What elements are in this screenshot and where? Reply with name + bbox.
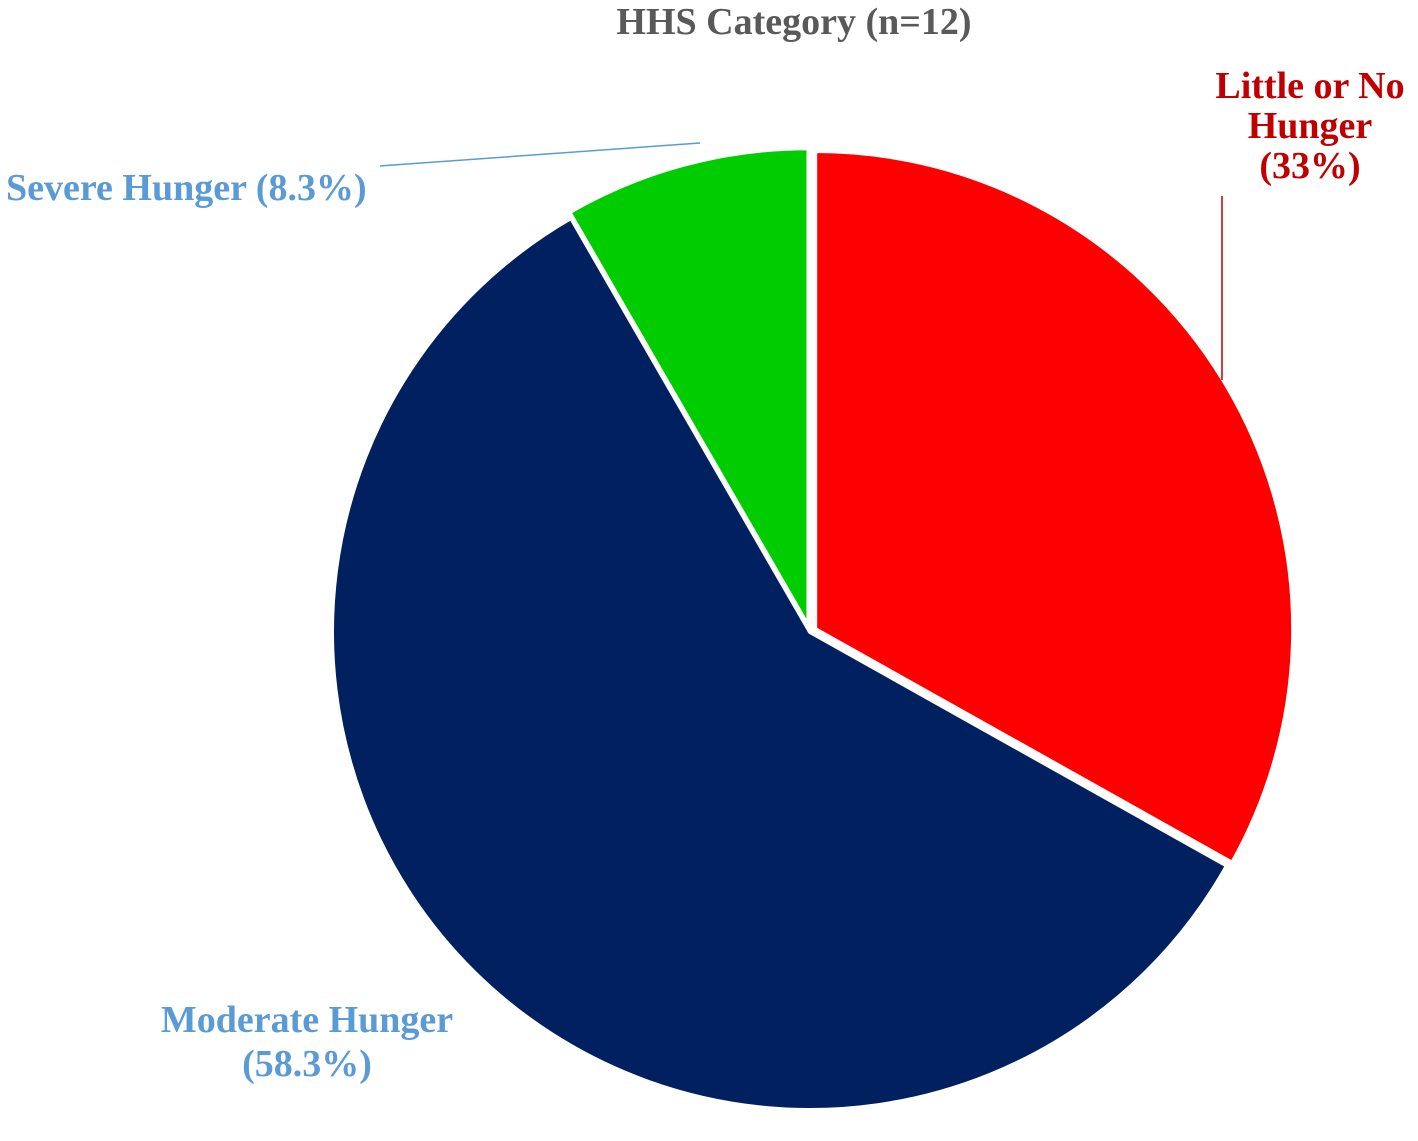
slice-label-0: Little or No Hunger (33%)	[1215, 65, 1404, 187]
slice-label-1-line-1: (58.3%)	[242, 1043, 372, 1085]
pie-slice-1	[330, 216, 1229, 1113]
leader-line-2	[379, 142, 701, 167]
leader-lines	[379, 142, 1223, 380]
slice-label-1: Moderate Hunger (58.3%)	[161, 999, 453, 1085]
slice-labels: Little or No Hunger (33%) Moderate Hunger (5…	[6, 65, 1405, 1085]
pie-slices	[330, 146, 1296, 1113]
pie-slice-2	[567, 146, 811, 629]
pie-slice-0	[813, 148, 1296, 865]
slice-label-0-line-0: Little or No	[1215, 65, 1404, 107]
slice-label-2: Severe Hunger (8.3%)	[6, 167, 367, 209]
chart-title: HHS Category (n=12)	[616, 1, 971, 43]
slice-label-0-line-1: Hunger	[1248, 105, 1373, 147]
slice-label-2-line-0: Severe Hunger (8.3%)	[6, 167, 367, 209]
slice-label-1-line-0: Moderate Hunger	[161, 999, 453, 1041]
slice-label-0-line-2: (33%)	[1259, 145, 1360, 187]
